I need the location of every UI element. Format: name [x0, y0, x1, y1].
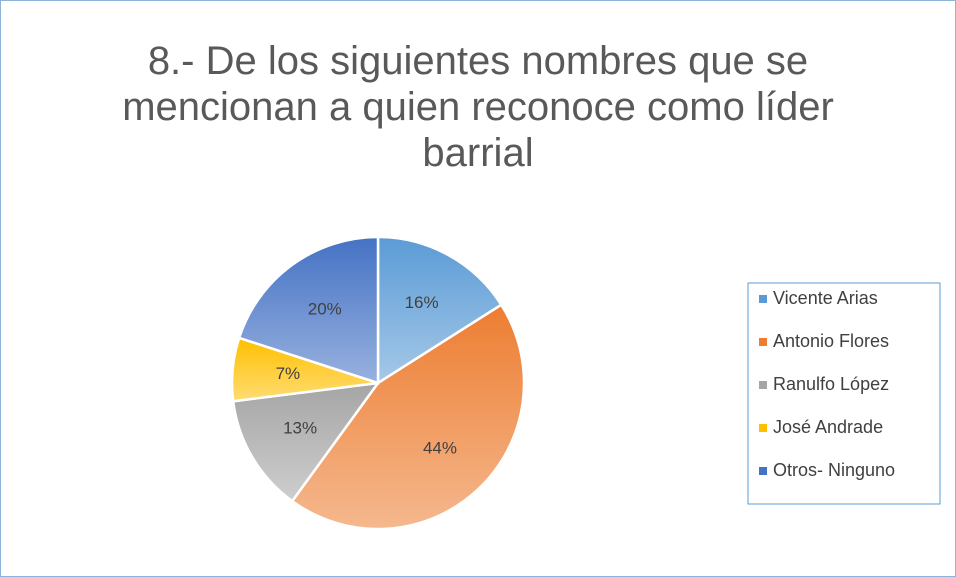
legend-label: Vicente Arias — [773, 288, 878, 308]
legend-swatch — [759, 338, 767, 346]
pie-slice — [376, 235, 503, 386]
legend-swatch — [759, 381, 767, 389]
legend-swatch — [759, 467, 767, 475]
legend-label: Antonio Flores — [773, 331, 889, 351]
pie-slice — [237, 235, 380, 385]
legend-label: Ranulfo López — [773, 374, 889, 394]
data-label: 7% — [276, 364, 301, 383]
legend-swatch — [759, 424, 767, 432]
chart-title: 8.- De los siguientes nombres que se men… — [122, 39, 834, 175]
data-label: 16% — [405, 293, 439, 312]
pie-slice — [231, 381, 381, 503]
legend-box — [747, 282, 941, 505]
data-label: 44% — [423, 438, 457, 457]
pie-slice — [290, 303, 526, 531]
legend-swatch — [759, 295, 767, 303]
legend-label: Otros- Ninguno — [773, 460, 895, 480]
data-label: 13% — [283, 419, 317, 438]
data-label: 20% — [308, 299, 342, 318]
legend-label: José Andrade — [773, 417, 883, 437]
